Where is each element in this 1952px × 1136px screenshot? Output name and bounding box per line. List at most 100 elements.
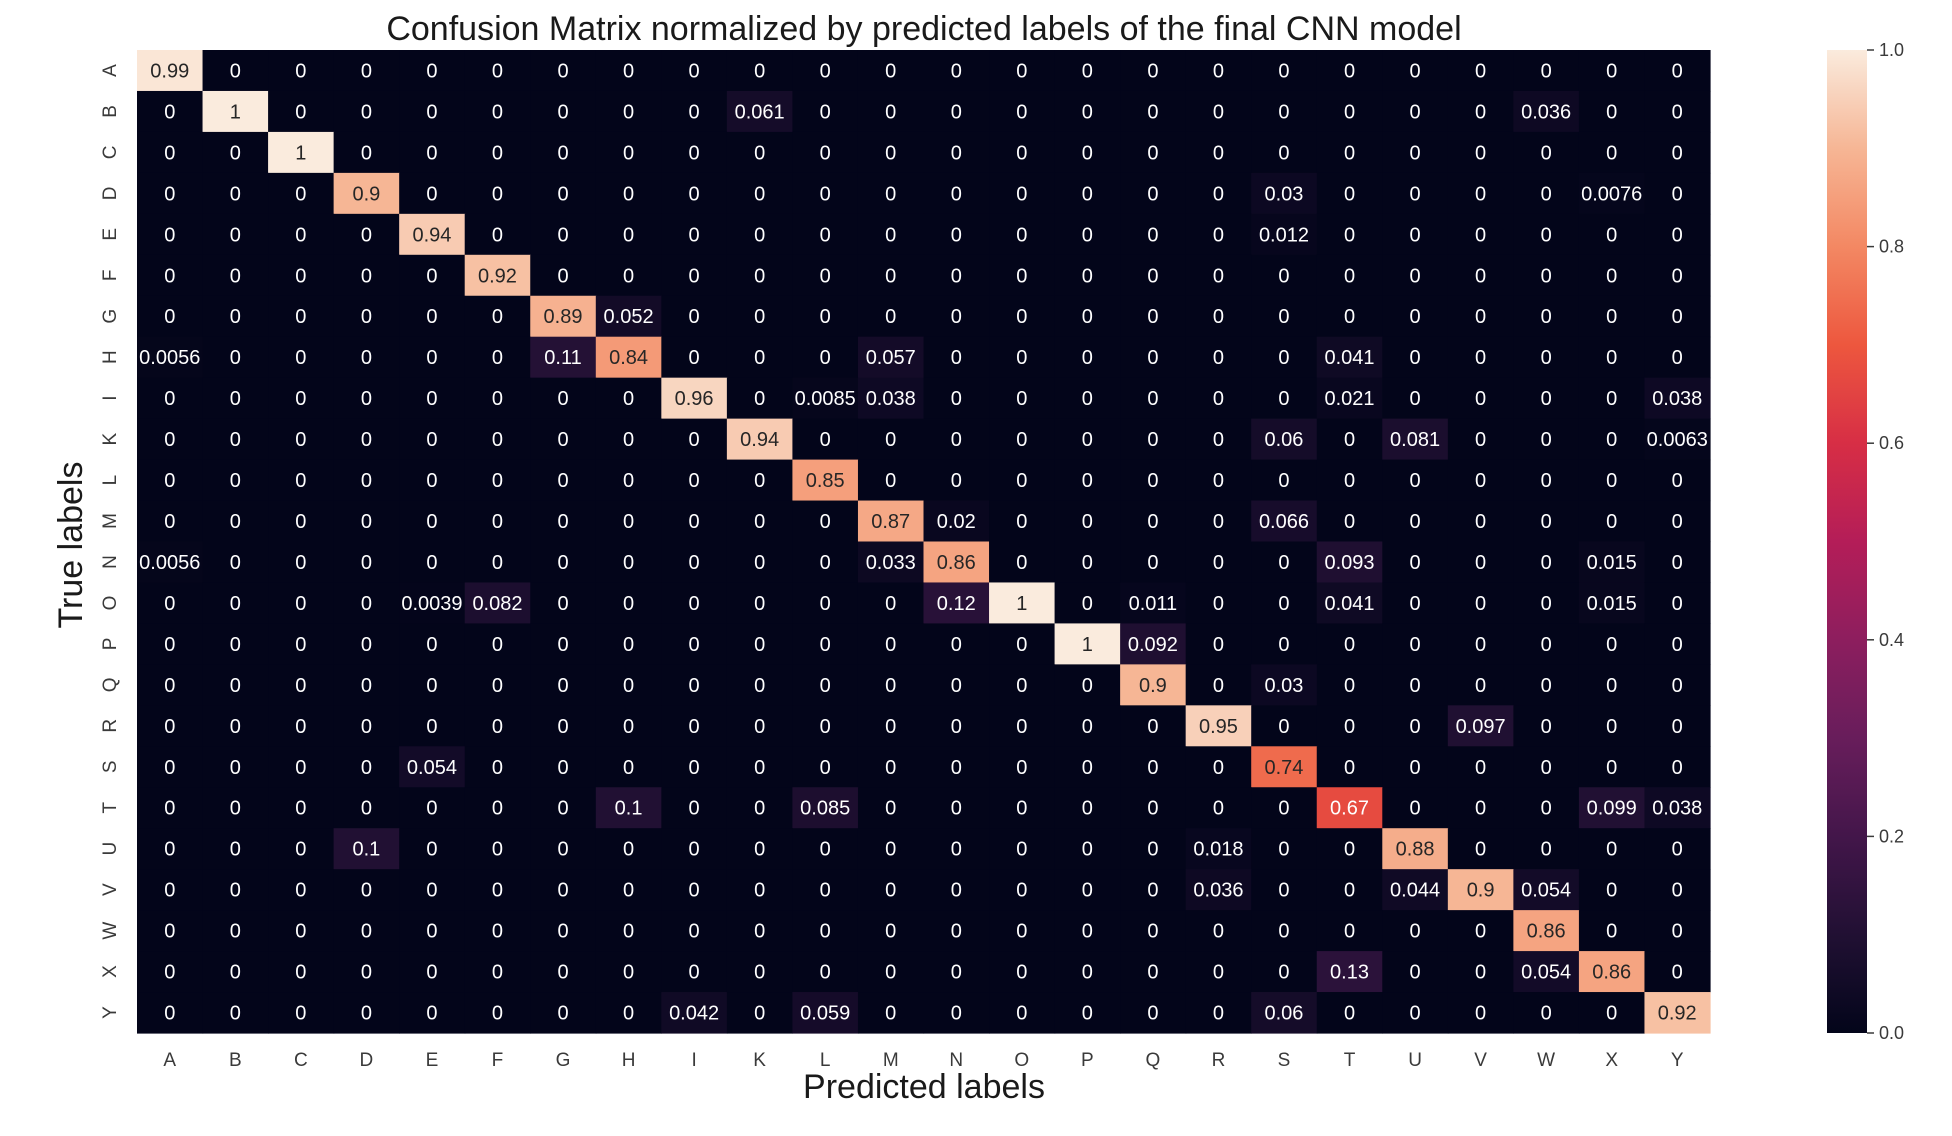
cell-value-S-T: 0: [1344, 757, 1355, 779]
cell-value-N-E: 0: [426, 552, 437, 574]
cell-value-A-U: 0: [1410, 60, 1421, 82]
cell-value-A-M: 0: [885, 60, 896, 82]
x-tick-K: K: [753, 1050, 766, 1071]
cell-value-U-Y: 0: [1672, 839, 1683, 861]
cell-K-E: [399, 418, 466, 461]
cell-P-E: [399, 623, 466, 665]
cell-value-D-S: 0.03: [1265, 183, 1304, 205]
cell-value-T-C: 0: [295, 798, 306, 820]
cell-value-C-F: 0: [492, 142, 503, 164]
cell-value-O-D: 0: [361, 593, 372, 615]
cell-value-K-I: 0: [689, 429, 700, 451]
x-tick-M: M: [883, 1050, 899, 1071]
cell-A-D: [333, 50, 400, 92]
cell-R-A: [137, 705, 204, 747]
cell-H-G: [530, 336, 597, 379]
cell-value-F-L: 0: [820, 265, 831, 287]
cell-P-B: [202, 623, 269, 665]
cell-O-P: [1054, 582, 1121, 625]
cell-value-E-O: 0: [1016, 224, 1027, 246]
cell-value-B-S: 0: [1278, 101, 1289, 123]
cell-C-G: [530, 131, 597, 174]
cell-L-O: [989, 459, 1056, 502]
x-tick-Q: Q: [1146, 1050, 1161, 1071]
cell-value-H-O: 0: [1016, 347, 1027, 369]
cell-value-M-A: 0: [164, 511, 175, 533]
y-tick-N: N: [100, 555, 121, 569]
cell-N-B: [202, 541, 269, 584]
cell-value-P-K: 0: [754, 634, 765, 656]
cell-value-A-P: 0: [1082, 60, 1093, 82]
cell-value-A-W: 0: [1541, 60, 1552, 82]
cell-Q-N: [923, 664, 990, 706]
cell-B-D: [333, 90, 400, 133]
y-tick-W: W: [100, 922, 121, 940]
cell-value-N-V: 0: [1475, 552, 1486, 574]
cell-value-Y-V: 0: [1475, 1003, 1486, 1025]
colorbar-gradient: [1827, 50, 1867, 1033]
cell-value-Y-Q: 0: [1147, 1003, 1158, 1025]
cell-value-K-W: 0: [1541, 429, 1552, 451]
cell-M-X: [1578, 500, 1646, 543]
y-tick-U: U: [100, 842, 121, 856]
cell-L-Y: [1644, 459, 1711, 502]
cell-W-Y: [1644, 910, 1711, 952]
cell-value-T-D: 0: [361, 798, 372, 820]
cell-B-L: [792, 90, 859, 133]
cell-value-A-S: 0: [1278, 60, 1289, 82]
cell-T-A: [137, 787, 204, 829]
cell-value-G-M: 0: [885, 306, 896, 328]
cell-value-X-K: 0: [754, 962, 765, 984]
cell-E-Y: [1644, 213, 1711, 256]
cell-value-Q-Q: 0.9: [1139, 675, 1167, 697]
y-axis-label: True labels: [52, 462, 90, 629]
cell-value-M-L: 0: [820, 511, 831, 533]
cell-value-E-E: 0.94: [412, 224, 451, 246]
cell-value-P-C: 0: [295, 634, 306, 656]
cell-P-I: [661, 623, 728, 665]
cell-Y-C: [268, 992, 335, 1034]
cell-V-G: [530, 869, 597, 911]
cell-H-O: [989, 336, 1056, 379]
cell-B-F: [464, 90, 531, 133]
cell-V-E: [399, 869, 466, 911]
x-tick-P: P: [1081, 1050, 1094, 1071]
cell-value-G-P: 0: [1082, 306, 1093, 328]
cell-value-T-K: 0: [754, 798, 765, 820]
cell-O-B: [202, 582, 269, 625]
cell-U-R: [1185, 828, 1252, 870]
cell-value-A-G: 0: [557, 60, 568, 82]
cell-B-H: [595, 90, 662, 133]
cell-value-G-U: 0: [1410, 306, 1421, 328]
cell-I-E: [399, 377, 466, 420]
cell-value-Y-E: 0: [426, 1003, 437, 1025]
cell-value-W-H: 0: [623, 921, 634, 943]
cell-value-H-U: 0: [1410, 347, 1421, 369]
cell-value-A-T: 0: [1344, 60, 1355, 82]
cell-value-O-E: 0.0039: [401, 593, 462, 615]
cell-K-T: [1316, 418, 1383, 461]
cell-L-X: [1578, 459, 1646, 502]
cell-value-A-O: 0: [1016, 60, 1027, 82]
cell-S-S: [1251, 746, 1318, 788]
cell-K-P: [1054, 418, 1121, 461]
cell-value-W-C: 0: [295, 921, 306, 943]
cell-O-T: [1316, 582, 1383, 625]
cell-value-N-S: 0: [1278, 552, 1289, 574]
cell-K-W: [1513, 418, 1580, 461]
cell-R-Y: [1644, 705, 1711, 747]
cell-value-M-H: 0: [623, 511, 634, 533]
cell-Q-X: [1578, 664, 1646, 706]
cell-value-Y-U: 0: [1410, 1003, 1421, 1025]
cell-K-L: [792, 418, 859, 461]
cell-P-Q: [1120, 623, 1187, 665]
cell-value-F-O: 0: [1016, 265, 1027, 287]
cell-Q-R: [1185, 664, 1252, 706]
cell-value-O-V: 0: [1475, 593, 1486, 615]
cell-P-X: [1578, 623, 1646, 665]
cell-value-Q-V: 0: [1475, 675, 1486, 697]
cell-G-F: [464, 295, 531, 338]
cell-A-H: [595, 50, 662, 92]
cell-value-C-L: 0: [820, 142, 831, 164]
cell-value-N-L: 0: [820, 552, 831, 574]
